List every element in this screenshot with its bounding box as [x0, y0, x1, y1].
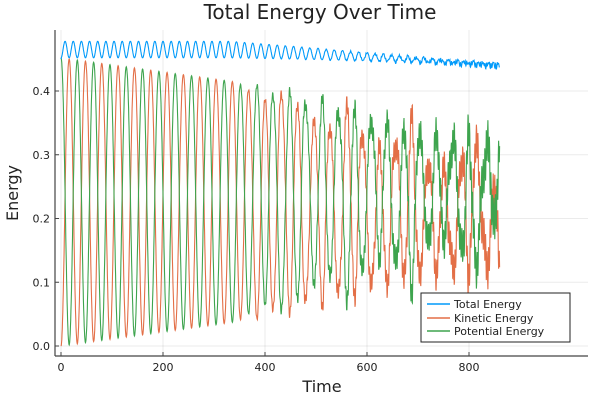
y-tick-label: 0.2: [33, 213, 51, 226]
legend-label-potential: Potential Energy: [454, 325, 545, 338]
series-total-energy: [60, 40, 500, 71]
x-axis-label: Time: [301, 377, 341, 396]
series-lines: [60, 40, 501, 347]
y-tick-label: 0.0: [33, 340, 51, 353]
y-tick-label: 0.1: [33, 276, 51, 289]
chart-title: Total Energy Over Time: [203, 0, 437, 24]
y-tick-label: 0.4: [33, 85, 51, 98]
y-tick-label: 0.3: [33, 149, 51, 162]
legend-label-kinetic: Kinetic Energy: [454, 312, 534, 325]
x-tick-label: 200: [153, 361, 174, 374]
series-kinetic-energy: [60, 57, 501, 347]
ticks: 0 200 400 600 800 0.0 0.1 0.2 0.3 0.4: [33, 85, 480, 374]
legend-label-total: Total Energy: [453, 298, 522, 311]
x-tick-label: 800: [459, 361, 480, 374]
legend: Total Energy Kinetic Energy Potential En…: [420, 292, 571, 343]
x-tick-label: 400: [255, 361, 276, 374]
x-tick-label: 600: [357, 361, 378, 374]
series-potential-energy: [60, 56, 501, 347]
x-tick-label: 0: [58, 361, 65, 374]
y-axis-label: Energy: [3, 165, 22, 221]
